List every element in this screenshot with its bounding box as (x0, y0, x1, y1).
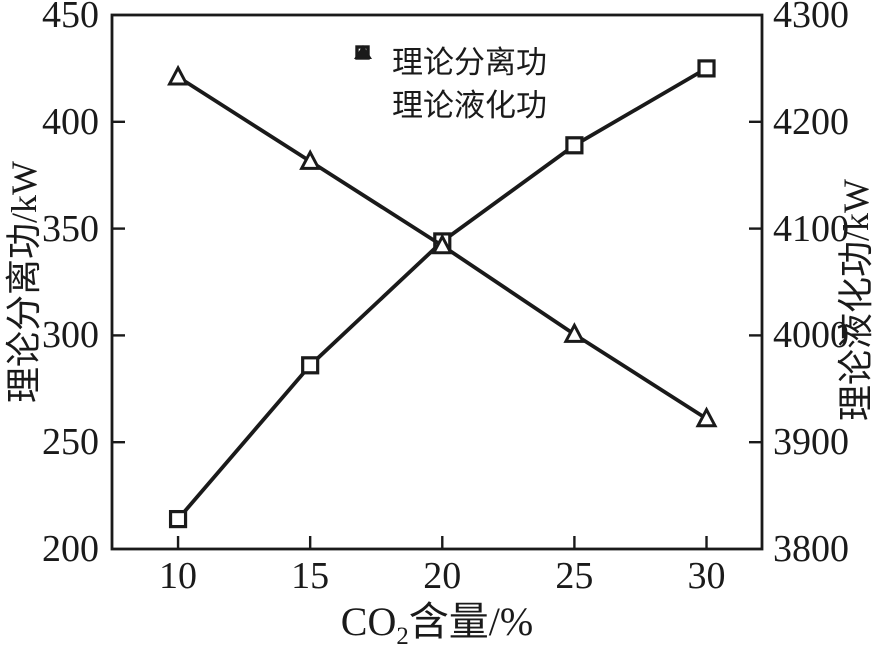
data-point-triangle (167, 64, 190, 86)
y-axis-label-left: 理论分离功/kW (4, 161, 44, 403)
data-point-triangle (695, 406, 718, 428)
data-point-square (301, 356, 320, 375)
legend-item-separation: 理论分离功 (352, 42, 547, 82)
data-point-triangle (563, 322, 586, 343)
data-point-triangle (431, 233, 454, 255)
x-axis-label-suffix: 含量/% (408, 599, 534, 644)
data-point-square (168, 509, 188, 529)
x-tick-label: 15 (291, 555, 330, 597)
x-tick-label: 20 (423, 555, 462, 597)
x-axis-label-subscript: 2 (396, 623, 409, 650)
y-left-tick-label: 250 (42, 421, 99, 464)
legend-label-separation: 理论分离功 (392, 44, 547, 80)
y-left-tick-label: 350 (42, 207, 99, 250)
legend: 理论分离功 理论液化功 (352, 42, 547, 125)
x-tick-label: 10 (159, 555, 198, 597)
y-left-tick-label: 300 (42, 314, 99, 357)
x-axis-label-prefix: CO (340, 599, 397, 644)
y-right-tick-label: 4100 (773, 207, 849, 250)
data-point-square (565, 136, 584, 155)
y-right-tick-label: 4000 (773, 314, 849, 357)
x-tick-label: 25 (555, 555, 594, 597)
y-left-tick-label: 400 (42, 100, 99, 143)
y-left-tick-label: 200 (42, 528, 99, 570)
data-point-triangle (299, 149, 322, 170)
series-square-line (176, 66, 708, 521)
y-right-tick-label: 3900 (773, 421, 849, 464)
y-right-tick-label: 4300 (773, 0, 849, 36)
x-tick-label: 30 (687, 555, 726, 597)
y-left-tick-label: 450 (42, 0, 99, 36)
y-right-tick-label: 4200 (773, 100, 849, 143)
data-point-square (697, 59, 716, 78)
legend-item-liquefaction: 理论液化功 (352, 45, 547, 125)
y-right-tick-label: 3800 (773, 528, 849, 570)
plot-border (110, 13, 764, 551)
legend-label-liquefaction: 理论液化功 (392, 87, 547, 123)
x-axis-label: CO2含量/% (340, 599, 534, 649)
